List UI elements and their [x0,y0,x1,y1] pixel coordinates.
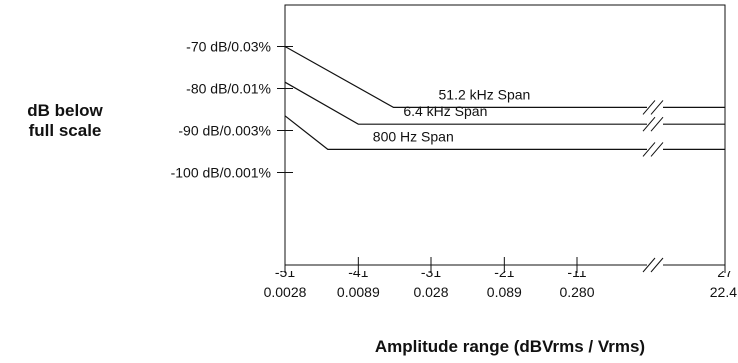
break-gap [647,145,663,154]
x-axis-title: Amplitude range (dBVrms / Vrms) [375,337,645,356]
series-label: 51.2 kHz Span [439,86,531,102]
break-gap [647,261,663,269]
break-slash [642,116,656,132]
plot-frame [284,4,726,266]
y-tick-label: -90 dB/0.003% [178,123,271,139]
y-tick-label: -100 dB/0.001% [171,165,271,181]
series-lines [284,45,725,150]
break-gap [647,120,663,129]
x-tick-label: 0.0089 [337,284,380,300]
x-tick-label: 22.4 [710,284,737,300]
break-slash [650,142,664,157]
x-tick-partial-label: -41 [348,264,368,280]
series-label: 800 Hz Span [373,128,454,144]
x-tick-partial-label: -51 [275,264,295,280]
break-slash [642,257,656,273]
x-tick-partial-label: -21 [494,264,514,280]
series-label: 6.4 kHz Span [403,103,487,119]
y-axis-title-line-1: dB below [27,101,103,120]
break-slash [650,257,664,273]
x-tick-partial-label: 27 [717,264,733,280]
break-slash [642,100,656,115]
break-slash [650,116,664,132]
x-tick-label: 0.280 [559,284,594,300]
series-line [284,115,725,150]
y-tick-label: -80 dB/0.01% [186,81,271,97]
y-axis-ticks: -70 dB/0.03% -80 dB/0.01% -90 dB/0.003% -10… [171,39,293,181]
x-tick-partial-label: -11 [567,264,586,280]
break-slash [650,100,664,115]
x-tick-partial-label: -31 [421,264,441,280]
break-slash [642,142,656,157]
y-tick-label: -70 dB/0.03% [186,39,271,55]
x-tick-label: 0.089 [487,284,522,300]
y-axis-title-line-2: full scale [29,121,102,140]
axis-breaks [642,100,664,273]
series-line [284,81,725,125]
x-tick-label: 0.028 [413,284,448,300]
break-gap [647,103,663,112]
series-line [284,45,725,108]
x-axis-ticks: -51 0.0028 -41 0.0089 -31 0.028 -21 0.089 -11 0.2… [264,257,737,300]
x-tick-label: 0.0028 [264,284,307,300]
